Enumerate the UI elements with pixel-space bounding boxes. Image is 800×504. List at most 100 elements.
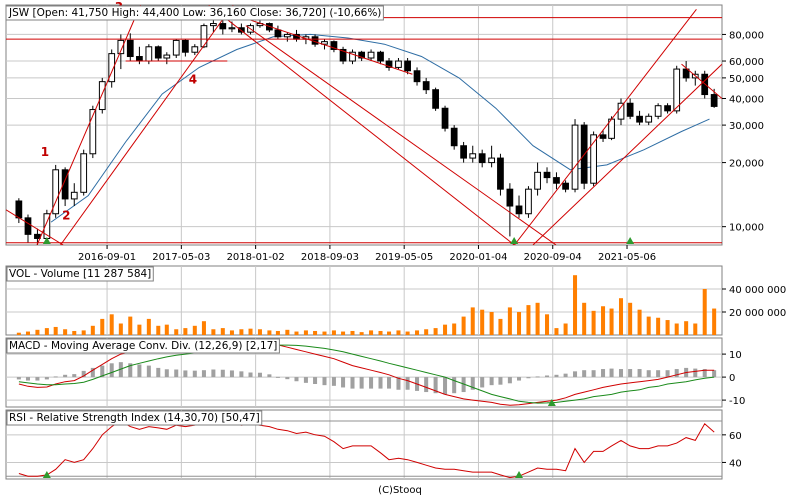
macd-histogram-bar xyxy=(90,367,95,378)
macd-histogram-bar xyxy=(359,377,364,389)
candle-down xyxy=(626,102,634,117)
volume-bar xyxy=(693,323,698,335)
macd-histogram-bar xyxy=(674,369,679,378)
candle-down xyxy=(339,48,347,62)
x-tick-label: 2016-09-01 xyxy=(78,252,136,263)
macd-histogram-bar xyxy=(53,376,58,378)
rsi-title: RSI - Relative Strength Index (14,30,70)… xyxy=(9,412,260,424)
candle-down xyxy=(441,107,449,129)
macd-histogram-bar xyxy=(563,373,568,378)
candle-down xyxy=(506,188,514,207)
volume-bar xyxy=(433,328,438,335)
volume-bar xyxy=(72,330,77,335)
macd-histogram-bar xyxy=(582,370,587,378)
trendline xyxy=(208,5,515,245)
candle-down xyxy=(404,60,411,72)
macd-histogram-bar xyxy=(350,377,355,389)
macd-histogram-bar xyxy=(257,372,262,378)
macd-histogram-bar xyxy=(164,369,169,378)
candle-up xyxy=(469,153,477,159)
volume-bar xyxy=(331,330,336,335)
y-tick-label: 80,000 xyxy=(729,30,764,41)
y-tick-label: 0 xyxy=(729,373,735,384)
candle-up xyxy=(525,188,532,215)
volume-bar xyxy=(303,330,308,335)
macd-histogram-bar xyxy=(405,377,410,390)
y-tick-label: 40 xyxy=(729,458,742,469)
volume-bar xyxy=(498,318,503,335)
candle-up xyxy=(228,27,236,30)
candle-down xyxy=(274,29,282,38)
volume-bar xyxy=(601,306,606,335)
candle-up xyxy=(673,68,681,112)
trendline xyxy=(6,209,64,245)
candle-up xyxy=(210,23,217,27)
volume-bar xyxy=(118,323,123,335)
volume-bar xyxy=(16,332,21,335)
candle-down xyxy=(450,127,458,147)
macd-histogram-bar xyxy=(443,377,448,395)
macd-histogram-bar xyxy=(248,372,253,378)
macd-histogram-bar xyxy=(369,377,374,389)
volume-bar xyxy=(526,305,531,335)
macd-histogram-bar xyxy=(341,377,346,388)
volume-bar xyxy=(285,329,290,335)
macd-histogram-bar xyxy=(609,368,614,378)
macd-histogram-bar xyxy=(267,374,272,378)
volume-bar xyxy=(545,314,550,335)
candle-up xyxy=(200,25,208,48)
buy-marker-icon xyxy=(547,399,556,406)
volume-bar xyxy=(387,331,392,335)
y-tick-label: -10 xyxy=(729,396,745,407)
macd-histogram-bar xyxy=(387,377,392,389)
candle-down xyxy=(553,177,560,184)
candle-down xyxy=(515,205,523,215)
macd-histogram-bar xyxy=(591,370,596,378)
macd-histogram-bar xyxy=(156,367,161,378)
volume-bar xyxy=(702,289,707,335)
volume-bar xyxy=(201,321,206,335)
macd-histogram-bar xyxy=(192,370,197,378)
volume-bar xyxy=(563,323,568,335)
candle-up xyxy=(321,41,328,45)
candle-up xyxy=(590,134,597,184)
candle-up xyxy=(80,153,88,193)
volume-bar xyxy=(637,309,642,335)
volume-bar xyxy=(25,331,30,335)
macd-histogram-bar xyxy=(109,363,114,378)
volume-bar xyxy=(415,330,420,335)
x-tick-label: 2019-05-05 xyxy=(375,252,433,263)
y-tick-label: 30,000 xyxy=(729,121,764,132)
macd-histogram-bar xyxy=(618,369,624,378)
volume-bar xyxy=(573,275,578,335)
macd-histogram-bar xyxy=(81,370,86,378)
volume-bar xyxy=(378,330,383,335)
macd-histogram-bar xyxy=(637,369,642,378)
candle-down xyxy=(497,157,504,190)
volume-bar xyxy=(582,302,587,335)
y-tick-label: 20,000 xyxy=(729,159,764,170)
macd-histogram-bar xyxy=(313,377,318,384)
trendline xyxy=(532,63,722,245)
y-tick-label: 20 000 000 xyxy=(729,308,786,319)
volume-bar xyxy=(239,329,244,335)
volume-title: VOL - Volume [11 287 584] xyxy=(9,268,151,280)
macd-histogram-bar xyxy=(183,370,188,378)
candle-down xyxy=(599,134,607,139)
volume-bar xyxy=(350,330,355,335)
volume-bar xyxy=(424,329,429,335)
volume-bar xyxy=(267,330,272,335)
candle-down xyxy=(154,46,162,59)
candle-down xyxy=(710,94,718,107)
macd-histogram-bar xyxy=(220,369,225,378)
macd-histogram-bar xyxy=(433,377,438,394)
x-tick-label: 2018-01-02 xyxy=(227,252,285,263)
candle-up xyxy=(117,39,125,55)
macd-histogram-bar xyxy=(656,370,661,378)
y-tick-label: 60 xyxy=(729,431,742,442)
candle-down xyxy=(136,56,143,62)
volume-bar xyxy=(646,316,651,335)
volume-bar xyxy=(81,330,86,335)
volume-bar xyxy=(665,320,670,335)
candle-up xyxy=(349,51,356,62)
